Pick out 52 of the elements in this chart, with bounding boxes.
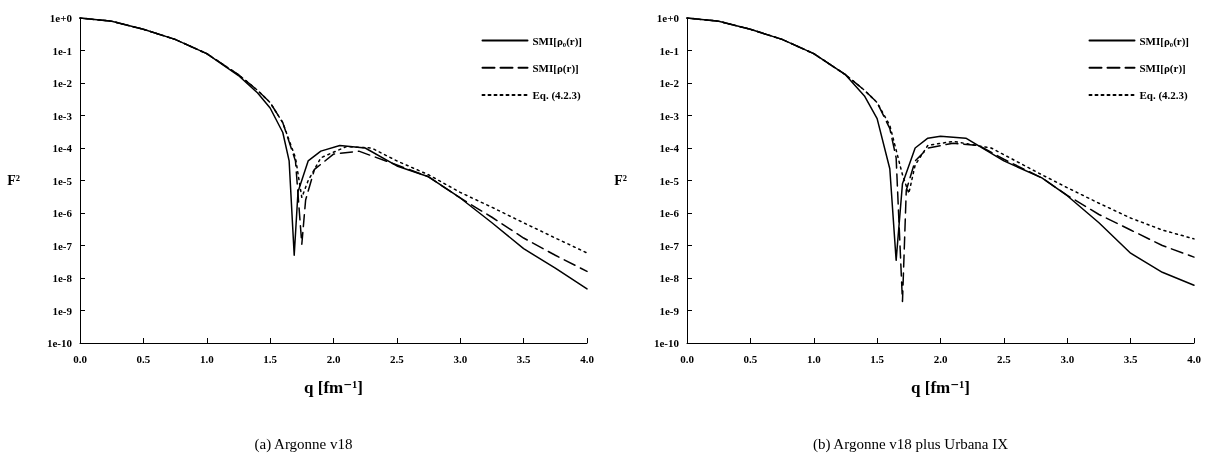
- x-axis-title: q [fm⁻¹]: [304, 378, 363, 397]
- x-tick-label: 0.5: [136, 352, 151, 365]
- x-tick-label: 0.0: [73, 352, 88, 365]
- x-tick-label: 2.5: [390, 352, 405, 365]
- x-tick-label: 1.0: [199, 352, 215, 365]
- y-tick-label: 1e-8: [659, 272, 680, 284]
- legend-label: Eq. (4.2.3): [1139, 89, 1189, 102]
- text: (b) Argonne v18 plus Urbana IX: [812, 435, 1009, 453]
- y-tick-label: 1e-1: [659, 44, 679, 57]
- y-tick-label: 1e-3: [52, 109, 73, 122]
- x-tick-label: 3.0: [1060, 352, 1075, 365]
- y-tick-label: 1e-7: [52, 239, 73, 252]
- legend-label: SMI[ρ₀(r)]: [1139, 34, 1189, 48]
- y-tick-label: 1e-9: [659, 304, 680, 317]
- x-tick-label: 1.5: [263, 352, 278, 365]
- y-tick-label: 1e-9: [52, 304, 73, 317]
- x-tick-label: 0.0: [680, 352, 695, 365]
- x-tick-label: 0.5: [743, 352, 758, 365]
- y-tick-label: 1e-4: [659, 142, 680, 154]
- x-tick-label: 2.0: [326, 352, 341, 365]
- y-tick-label: 1e-10: [46, 337, 73, 349]
- x-tick-label: 3.5: [1123, 352, 1138, 365]
- y-axis-title: F²: [7, 173, 20, 188]
- y-tick-label: 1e-7: [659, 239, 680, 252]
- y-tick-label: 1e+0: [49, 12, 73, 24]
- y-tick-label: 1e-1: [52, 44, 72, 57]
- y-tick-label: 1e-6: [52, 207, 73, 219]
- x-tick-label: 1.5: [870, 352, 885, 365]
- legend-label: Eq. (4.2.3): [532, 89, 582, 102]
- text: (a) Argonne v18: [254, 435, 353, 453]
- x-tick-label: 3.5: [516, 352, 531, 365]
- y-tick-label: 1e-4: [52, 142, 73, 154]
- legend-label: SMI[ρ₀(r)]: [532, 34, 582, 48]
- y-axis-title: F²: [614, 173, 627, 188]
- x-tick-label: 2.5: [997, 352, 1012, 365]
- y-tick-label: 1e-3: [659, 109, 680, 122]
- y-tick-label: 1e-5: [659, 174, 680, 187]
- legend-label: SMI[ρ(r)]: [532, 61, 579, 75]
- x-tick-label: 1.0: [806, 352, 822, 365]
- y-tick-label: 1e-5: [52, 174, 73, 187]
- x-tick-label: 4.0: [1187, 352, 1202, 365]
- y-tick-label: 1e-2: [659, 77, 680, 89]
- y-tick-label: 1e-8: [52, 272, 73, 284]
- y-tick-label: 1e+0: [656, 12, 680, 24]
- x-tick-label: 3.0: [453, 352, 468, 365]
- x-tick-label: 2.0: [933, 352, 948, 365]
- y-tick-label: 1e-2: [52, 77, 73, 89]
- y-tick-label: 1e-10: [653, 337, 680, 349]
- x-tick-label: 4.0: [580, 352, 595, 365]
- y-tick-label: 1e-6: [659, 207, 680, 219]
- x-axis-title: q [fm⁻¹]: [911, 378, 970, 397]
- legend-label: SMI[ρ(r)]: [1139, 61, 1186, 75]
